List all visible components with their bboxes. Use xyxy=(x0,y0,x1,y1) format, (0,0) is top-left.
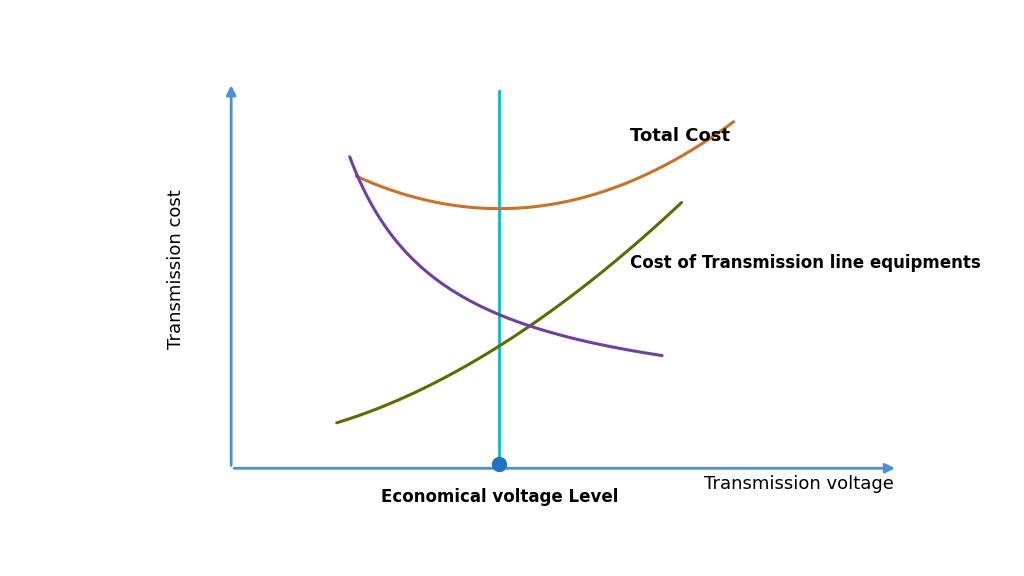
Text: Total Cost: Total Cost xyxy=(630,127,729,145)
Text: Cost of Transmission line equipments: Cost of Transmission line equipments xyxy=(630,253,980,272)
Text: Transmission voltage: Transmission voltage xyxy=(703,475,894,493)
Text: Economical voltage Level: Economical voltage Level xyxy=(381,488,618,506)
Text: Transmission cost: Transmission cost xyxy=(167,189,184,348)
